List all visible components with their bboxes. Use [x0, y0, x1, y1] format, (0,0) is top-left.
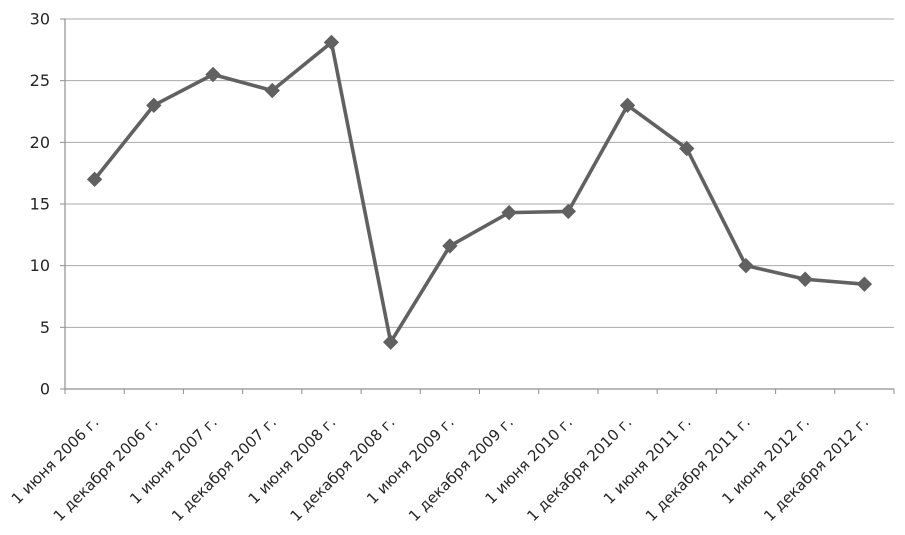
- x-axis-tick-label: 1 декабря 2010 г.: [523, 413, 635, 525]
- x-axis-tick-label: 1 декабря 2008 г.: [287, 413, 399, 525]
- y-axis-tick-label: 5: [40, 318, 50, 337]
- x-axis-tick-label: 1 декабря 2012 г.: [760, 413, 872, 525]
- data-series-line: [92, 40, 867, 344]
- data-point-marker: [382, 334, 399, 350]
- y-axis-tick-label: 10: [30, 256, 50, 275]
- y-axis-tick-label: 25: [30, 71, 50, 90]
- data-point-marker: [86, 171, 103, 188]
- y-axis-tick-label: 15: [30, 195, 50, 214]
- y-axis-tick-label: 0: [40, 380, 50, 399]
- data-point-marker: [560, 203, 577, 220]
- x-axis-tick-label: 1 декабря 2007 г.: [168, 413, 280, 525]
- y-axis-tick-label: 30: [30, 10, 50, 29]
- x-axis-tick-label: 1 декабря 2006 г.: [50, 413, 162, 525]
- data-point-marker: [856, 276, 873, 292]
- data-point-marker: [442, 238, 458, 254]
- data-point-marker: [205, 66, 221, 83]
- data-point-marker: [264, 82, 280, 99]
- data-point-marker: [738, 257, 754, 274]
- data-point-marker: [323, 34, 340, 51]
- data-point-marker: [797, 271, 813, 287]
- x-axis-tick-label: 1 декабря 2011 г.: [642, 413, 754, 525]
- data-point-marker: [146, 97, 162, 114]
- x-axis-tick-label: 1 декабря 2009 г.: [405, 413, 517, 525]
- data-point-marker: [679, 140, 695, 157]
- y-axis-tick-label: 20: [30, 133, 50, 152]
- data-point-marker: [501, 204, 517, 221]
- data-point-marker: [619, 97, 636, 114]
